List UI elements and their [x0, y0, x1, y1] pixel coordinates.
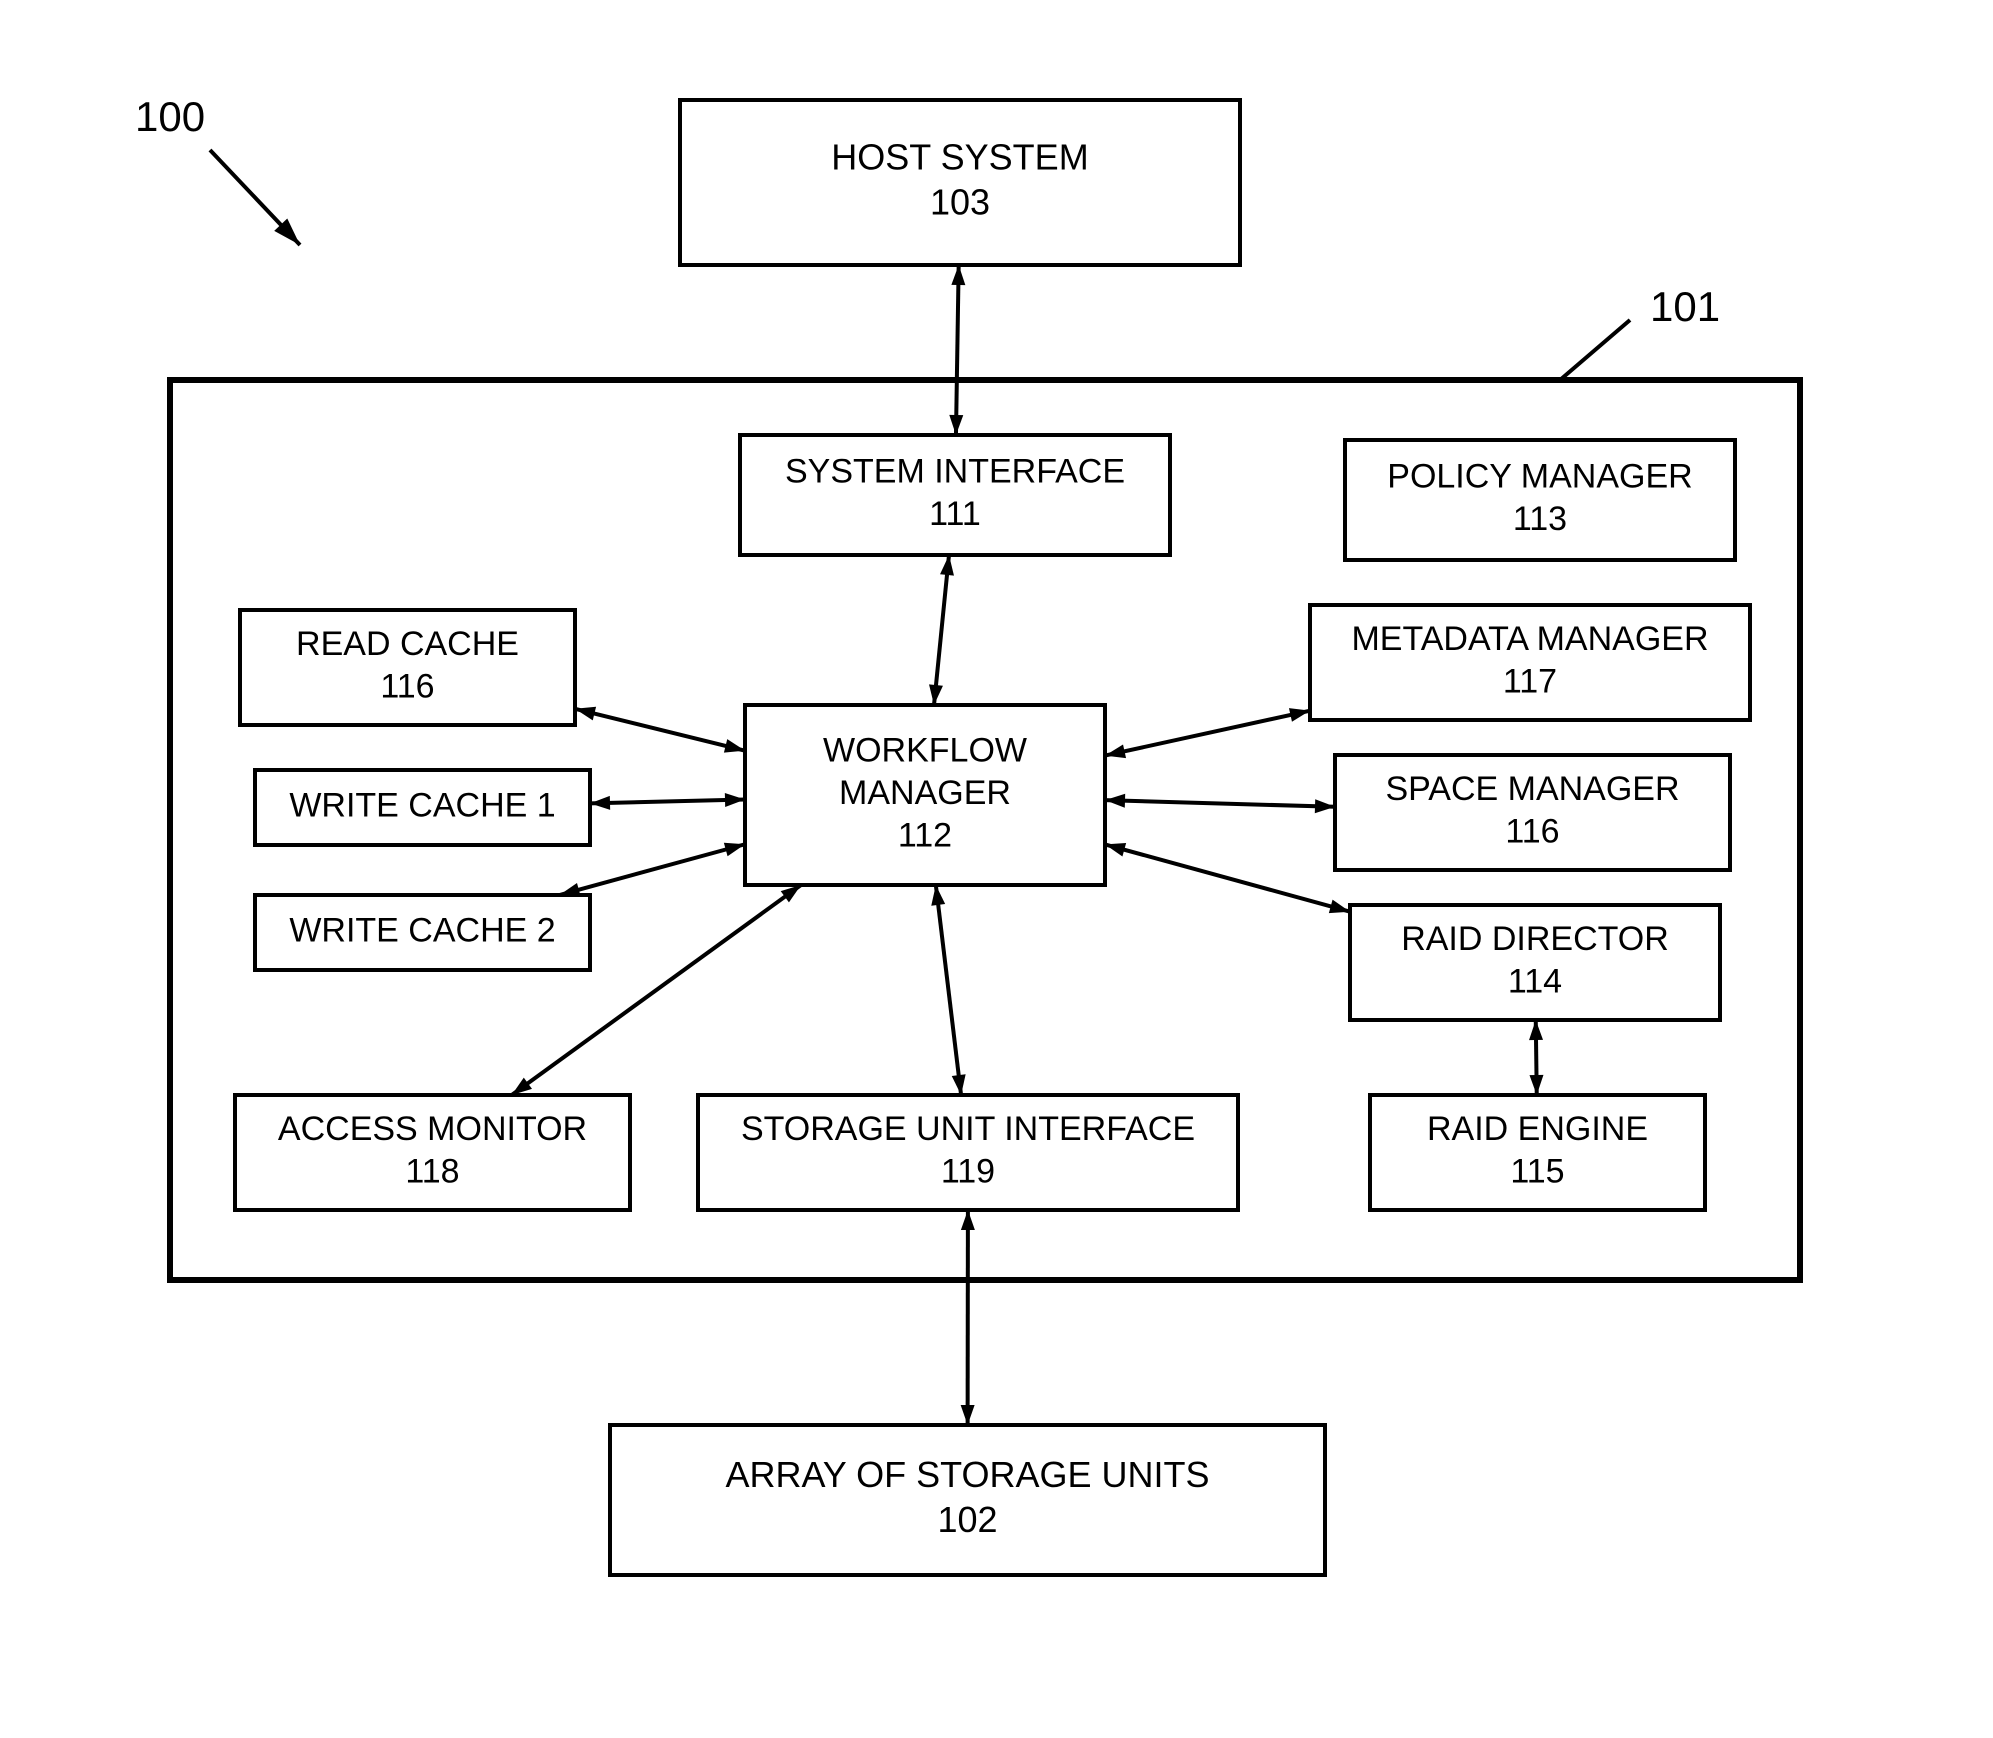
- label-100: 100: [135, 93, 205, 140]
- workflow-manager-title-0: WORKFLOW: [823, 731, 1027, 769]
- read-cache: READ CACHE 116: [240, 610, 575, 725]
- metadata-manager: METADATA MANAGER 117: [1310, 605, 1750, 720]
- label-101: 101: [1650, 283, 1720, 330]
- workflow-manager: WORKFLOW MANAGER 112: [745, 705, 1105, 885]
- write-cache-1-title-0: WRITE CACHE 1: [289, 786, 555, 824]
- array-storage: ARRAY OF STORAGE UNITS102: [610, 1425, 1325, 1575]
- raid-director-num: 114: [1508, 963, 1562, 1001]
- workflow-manager-num: 112: [898, 816, 952, 854]
- access-monitor-num: 118: [405, 1153, 459, 1191]
- diagram-canvas: HOST SYSTEM103 SYSTEM INTERFACE 111 POLICY …: [0, 0, 1993, 1738]
- write-cache-2-title-0: WRITE CACHE 2: [289, 911, 555, 949]
- space-manager-title-0: SPACE MANAGER: [1385, 770, 1679, 808]
- storage-unit-iface-title-0: STORAGE UNIT INTERFACE: [741, 1110, 1195, 1148]
- system-interface: SYSTEM INTERFACE 111: [740, 435, 1170, 555]
- space-manager: SPACE MANAGER 116: [1335, 755, 1730, 870]
- raid-director-title-0: RAID DIRECTOR: [1401, 920, 1669, 958]
- storage-unit-iface-num: 119: [941, 1153, 995, 1191]
- array-storage-num: 102: [937, 1499, 997, 1540]
- policy-manager-num: 113: [1513, 500, 1567, 538]
- array-storage-title-0: ARRAY OF STORAGE UNITS: [725, 1454, 1209, 1495]
- policy-manager: POLICY MANAGER 113: [1345, 440, 1735, 560]
- raid-director: RAID DIRECTOR 114: [1350, 905, 1720, 1020]
- raid-engine-num: 115: [1510, 1153, 1564, 1191]
- read-cache-title-0: READ CACHE: [296, 625, 519, 663]
- host-system-num: 103: [930, 182, 990, 223]
- workflow-manager-title-1: MANAGER: [839, 774, 1011, 812]
- metadata-manager-title-0: METADATA MANAGER: [1351, 620, 1708, 658]
- host-system: HOST SYSTEM103: [680, 100, 1240, 265]
- space-manager-num: 116: [1505, 813, 1559, 851]
- system-interface-num: 111: [929, 495, 981, 533]
- raid-engine: RAID ENGINE 115: [1370, 1095, 1705, 1210]
- access-monitor: ACCESS MONITOR 118: [235, 1095, 630, 1210]
- storage-unit-iface: STORAGE UNIT INTERFACE 119: [698, 1095, 1238, 1210]
- system-interface-title-0: SYSTEM INTERFACE: [785, 453, 1125, 491]
- metadata-manager-num: 117: [1503, 663, 1557, 701]
- write-cache-2: WRITE CACHE 2: [255, 895, 590, 970]
- write-cache-1: WRITE CACHE 1: [255, 770, 590, 845]
- access-monitor-title-0: ACCESS MONITOR: [278, 1110, 587, 1148]
- read-cache-num: 116: [380, 668, 434, 706]
- host-system-title-0: HOST SYSTEM: [831, 137, 1088, 178]
- raid-engine-title-0: RAID ENGINE: [1427, 1110, 1648, 1148]
- policy-manager-title-0: POLICY MANAGER: [1387, 458, 1692, 496]
